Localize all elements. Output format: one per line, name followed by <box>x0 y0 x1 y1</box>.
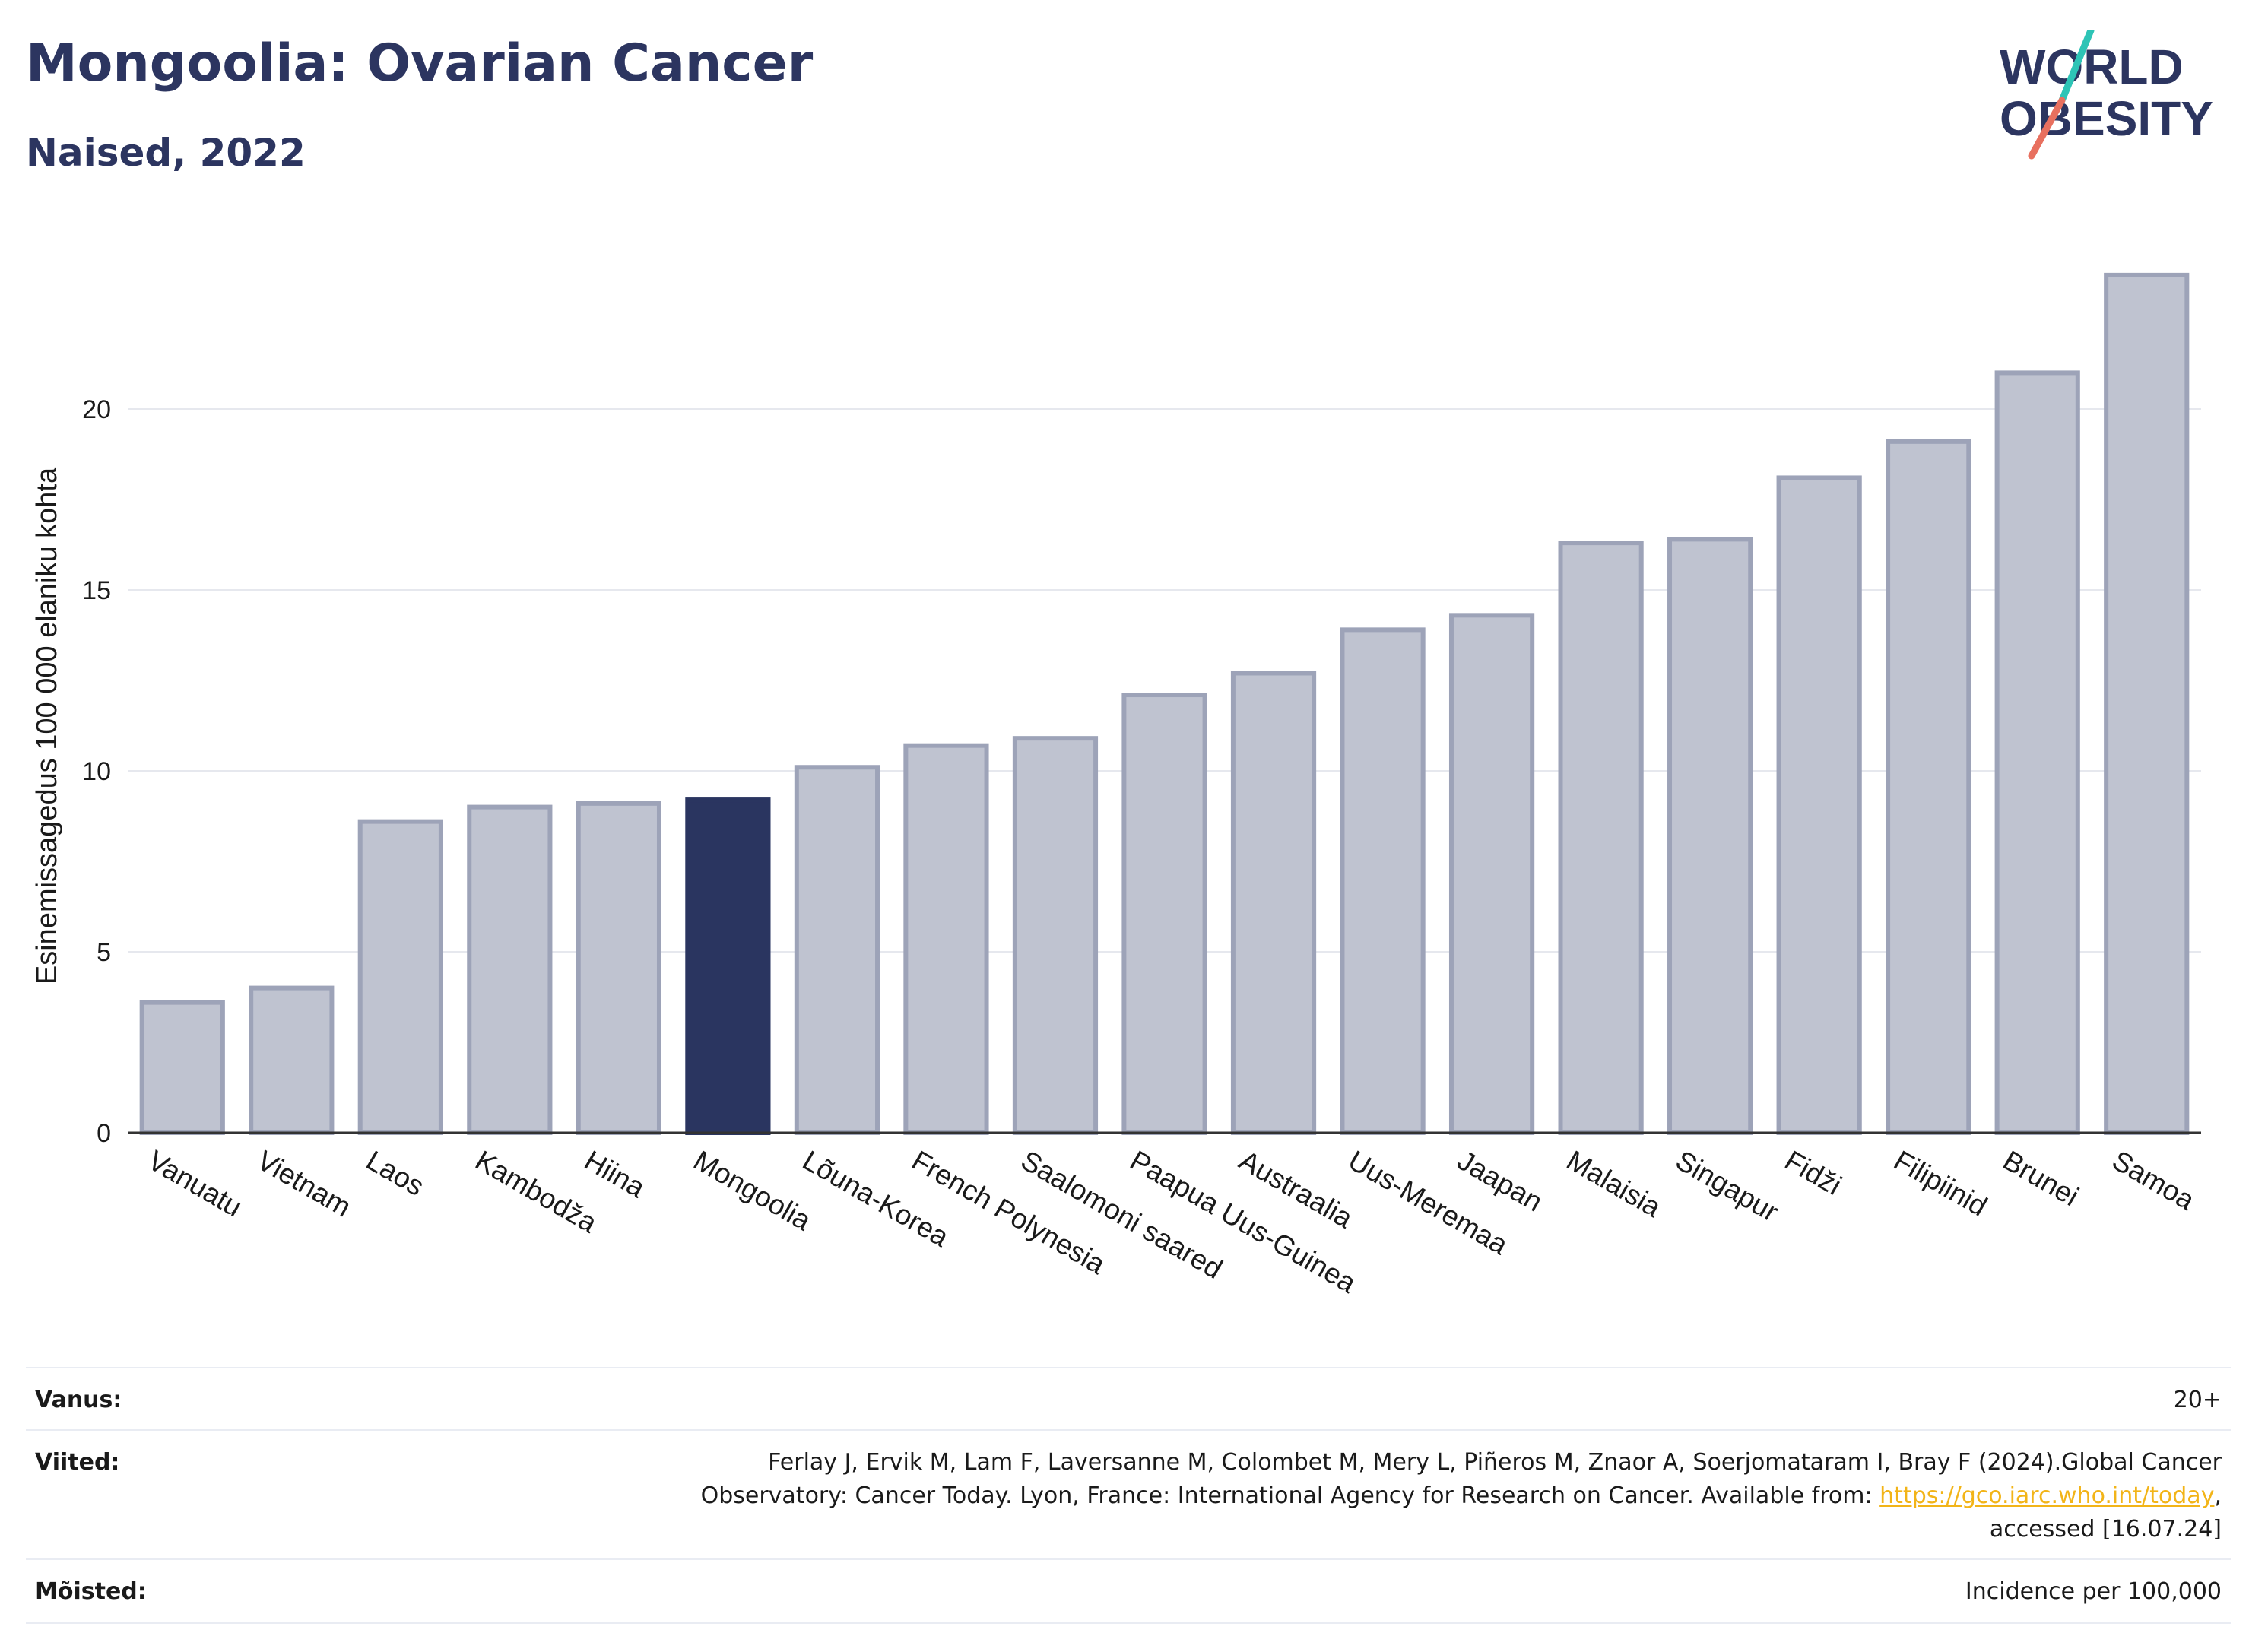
bar-singapur <box>1667 537 1753 1135</box>
y-tick-label: 20 <box>82 395 111 424</box>
defs-value: Incidence per 100,000 <box>1965 1578 2222 1605</box>
bar-paapua-uus-guinea <box>1121 693 1207 1135</box>
y-axis-label: Esinemissagedus 100 000 elaniku kohta <box>31 467 63 985</box>
bar-jaapan <box>1448 613 1535 1135</box>
x-tick-label: Mongoolia <box>688 1144 817 1236</box>
defs-label: Mõisted: <box>35 1578 147 1605</box>
bar-malaisia <box>1558 541 1644 1135</box>
chart-bars <box>139 272 2190 1136</box>
footer-refs-row: Viited: Ferlay J, Ervik M, Lam F, Lavers… <box>26 1429 2231 1560</box>
y-tick-label: 0 <box>97 1119 111 1148</box>
y-tick-label: 10 <box>82 757 111 786</box>
bar-hiina <box>576 801 661 1135</box>
footer-age-row: Vanus: 20+ <box>26 1367 2231 1431</box>
bar-l-una-korea <box>794 765 880 1135</box>
age-label: Vanus: <box>35 1387 122 1413</box>
bar-laos <box>357 819 443 1135</box>
refs-link[interactable]: https://gco.iarc.who.int/today <box>1879 1482 2215 1509</box>
bar-chart: 0 5 10 15 20 Vanuatu Vietnam Laos KambodžaHiina… <box>31 272 2201 1299</box>
refs-line2: Observatory: Cancer Today. Lyon, France:… <box>701 1479 2222 1513</box>
x-tick-label: Brunei <box>1998 1144 2084 1212</box>
refs-line2-end: , <box>2214 1482 2222 1509</box>
x-tick-label: Malaisia <box>1562 1144 1667 1223</box>
refs-line1: Ferlay J, Ervik M, Lam F, Laversanne M, … <box>768 1449 2222 1476</box>
bar-uus-meremaa <box>1340 627 1426 1135</box>
x-tick-label: Hiina <box>579 1144 651 1203</box>
y-tick-label: 15 <box>82 576 111 605</box>
bar-samoa <box>2104 272 2190 1135</box>
bar-french-polynesia <box>903 743 989 1135</box>
age-value: 20+ <box>2173 1387 2222 1413</box>
bar-austraalia <box>1230 671 1317 1135</box>
bar-fid-i <box>1776 475 1862 1135</box>
x-tick-label: French Polynesia <box>906 1144 1110 1280</box>
logo-line2: OBESITY <box>2000 91 2213 146</box>
refs-label: Viited: <box>35 1449 120 1476</box>
bar-kambod-a <box>467 804 553 1135</box>
page-title: Mongoolia: Ovarian Cancer <box>26 33 814 94</box>
bar-vietnam <box>249 985 335 1135</box>
world-obesity-logo: WORLD OBESITY <box>2000 30 2213 160</box>
refs-line3: accessed [16.07.24] <box>1989 1516 2222 1543</box>
x-tick-label: Singapur <box>1670 1144 1784 1228</box>
x-tick-label: Vanuatu <box>143 1144 248 1222</box>
page-subtitle: Naised, 2022 <box>26 131 306 175</box>
bar-saalomoni-saared <box>1012 736 1099 1135</box>
footer-defs-row: Mõisted: Incidence per 100,000 <box>26 1558 2231 1624</box>
bar-brunei <box>1994 370 2080 1135</box>
bar-mongoolia <box>685 797 771 1135</box>
refs-value: Ferlay J, Ervik M, Lam F, Laversanne M, … <box>701 1446 2222 1546</box>
x-tick-label: Kambodža <box>470 1144 602 1238</box>
x-tick-label: Saalomoni saared <box>1016 1144 1228 1285</box>
bar-filipiinid <box>1886 439 1971 1135</box>
x-tick-label: Fidži <box>1780 1144 1847 1201</box>
y-axis-ticks: 0 5 10 15 20 <box>82 395 111 1148</box>
x-tick-label: Vietnam <box>252 1144 356 1222</box>
y-tick-label: 5 <box>97 938 111 967</box>
x-tick-label: Filipiinid <box>1889 1144 1992 1222</box>
x-tick-label: Laos <box>361 1144 430 1202</box>
refs-line2-text: Observatory: Cancer Today. Lyon, France:… <box>700 1482 1880 1509</box>
x-tick-label: Samoa <box>2107 1144 2200 1216</box>
bar-vanuatu <box>139 1000 225 1136</box>
logo-line1: WORLD <box>2000 40 2184 94</box>
